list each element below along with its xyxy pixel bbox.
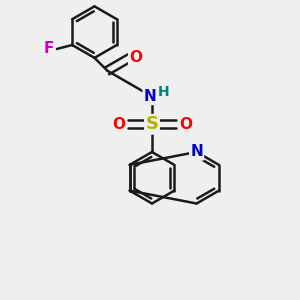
Text: O: O [112, 117, 125, 132]
Text: S: S [146, 115, 158, 133]
Text: O: O [129, 50, 142, 65]
Text: N: N [190, 145, 203, 160]
Text: H: H [158, 85, 170, 98]
Text: N: N [144, 89, 156, 104]
Text: F: F [44, 41, 54, 56]
Text: O: O [179, 117, 192, 132]
